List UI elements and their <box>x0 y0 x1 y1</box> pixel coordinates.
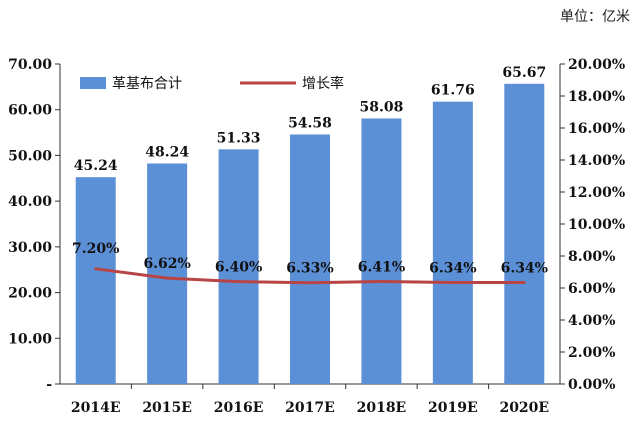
bar <box>147 163 188 384</box>
line-value-label: 6.34% <box>429 261 476 277</box>
right-tick-label: 14.00% <box>568 153 625 169</box>
right-tick-label: 6.00% <box>568 281 615 297</box>
right-tick-label: 4.00% <box>568 313 615 329</box>
left-axis-ticks: - 10.00 20.00 30.00 40.00 50.00 60.00 70.00 <box>8 57 60 393</box>
bar-value-label: 51.33 <box>217 130 261 146</box>
left-tick-label: 10.00 <box>8 331 52 347</box>
right-tick-label: 20.00% <box>568 57 625 73</box>
unit-label: 单位：亿米 <box>560 9 630 25</box>
bar-series <box>75 83 545 385</box>
line-point <box>308 281 312 285</box>
legend-line-label: 增长率 <box>302 75 344 92</box>
line-point <box>379 279 383 283</box>
right-tick-label: 10.00% <box>568 217 625 233</box>
x-tick-label: 2020E <box>499 400 549 416</box>
bar-value-label: 48.24 <box>145 144 189 160</box>
right-axis-ticks: 0.00% 2.00% 4.00% 6.00% 8.00% 10.00% 12.00% 14.… <box>560 57 625 393</box>
left-tick-label: 60.00 <box>8 103 52 119</box>
line-data-labels: 7.20% 6.62% 6.40% 6.33% 6.41% 6.34% 6.34% <box>72 241 548 277</box>
right-tick-label: 8.00% <box>568 249 615 265</box>
left-tick-label: 70.00 <box>8 57 52 73</box>
x-tick-label: 2016E <box>214 400 264 416</box>
x-tick-label: 2019E <box>428 400 478 416</box>
bar <box>290 134 330 384</box>
bar <box>75 177 116 384</box>
bar-value-label: 54.58 <box>288 115 332 131</box>
bar-value-label: 61.76 <box>431 83 475 99</box>
line-point <box>165 276 169 280</box>
bar-value-label: 65.67 <box>502 65 546 81</box>
right-tick-label: 18.00% <box>568 89 625 105</box>
right-tick-label: 12.00% <box>568 185 625 201</box>
x-axis-ticks: 2014E 2015E 2016E 2017E 2018E 2019E 2020E <box>71 384 549 416</box>
right-tick-label: 2.00% <box>568 345 615 361</box>
line-value-label: 6.41% <box>358 259 405 275</box>
bar-value-label: 58.08 <box>360 99 404 115</box>
line-value-label: 6.33% <box>286 261 333 277</box>
left-tick-label: 20.00 <box>8 286 52 302</box>
legend: 革基布合计 增长率 <box>80 75 344 92</box>
legend-bar-swatch <box>80 77 106 89</box>
left-tick-label: - <box>46 377 52 393</box>
x-tick-label: 2018E <box>357 400 407 416</box>
line-point <box>237 280 241 284</box>
line-point <box>94 267 98 271</box>
right-tick-label: 0.00% <box>568 377 615 393</box>
line-value-label: 7.20% <box>72 241 119 257</box>
line-point <box>451 281 455 285</box>
line-point <box>522 281 526 285</box>
bar <box>361 118 402 385</box>
x-tick-label: 2015E <box>142 400 192 416</box>
left-tick-label: 30.00 <box>8 240 52 256</box>
line-value-label: 6.40% <box>215 260 262 276</box>
line-value-label: 6.34% <box>501 261 548 277</box>
line-value-label: 6.62% <box>143 256 190 272</box>
bar <box>218 149 259 384</box>
bar-value-label: 45.24 <box>74 158 118 174</box>
growth-line-series <box>94 267 526 285</box>
bar <box>432 101 473 384</box>
left-tick-label: 50.00 <box>8 148 52 164</box>
right-tick-label: 16.00% <box>568 121 625 137</box>
left-tick-label: 40.00 <box>8 194 52 210</box>
x-tick-label: 2017E <box>285 400 335 416</box>
bar <box>504 83 545 385</box>
bar-data-labels: 45.24 48.24 51.33 54.58 58.08 61.76 65.67 <box>74 65 546 174</box>
x-tick-label: 2014E <box>71 400 121 416</box>
legend-bar-label: 革基布合计 <box>112 75 182 92</box>
